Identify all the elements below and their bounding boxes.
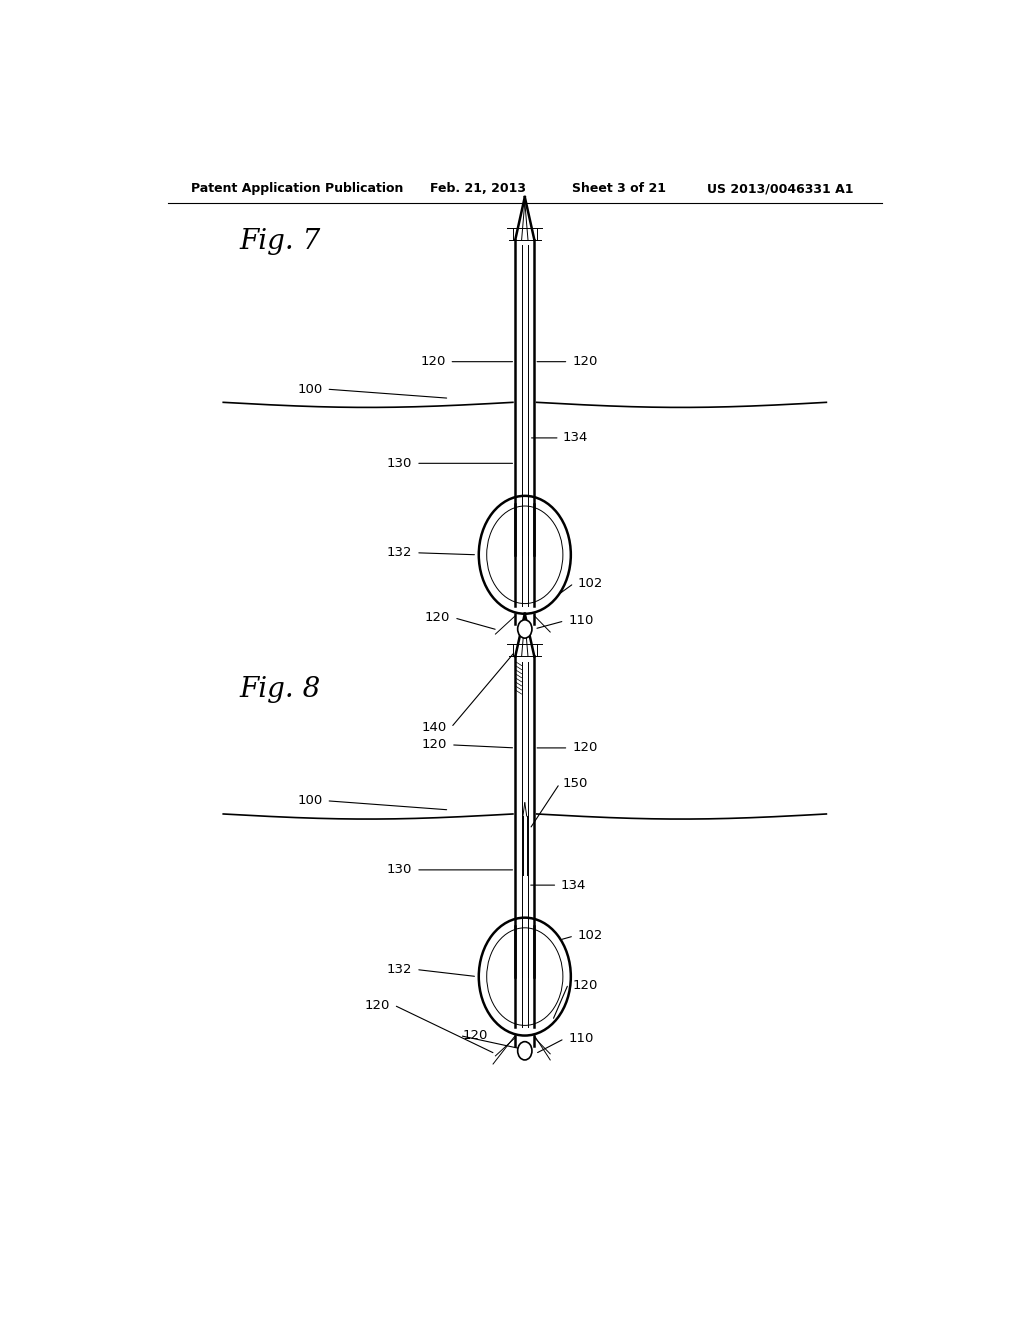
Text: 120: 120 (572, 742, 598, 755)
Text: 134: 134 (560, 879, 586, 891)
Text: 132: 132 (387, 546, 412, 560)
Text: Sheet 3 of 21: Sheet 3 of 21 (572, 182, 667, 195)
Text: 110: 110 (568, 614, 594, 627)
Text: 130: 130 (387, 457, 412, 470)
Text: Fig. 8: Fig. 8 (240, 676, 321, 704)
Text: 110: 110 (568, 1032, 594, 1045)
Text: 140: 140 (422, 721, 447, 734)
Text: 120: 120 (365, 998, 390, 1011)
Text: 120: 120 (422, 738, 447, 751)
Text: 130: 130 (387, 863, 412, 876)
Text: 120: 120 (572, 979, 598, 993)
Text: 100: 100 (297, 383, 323, 396)
Text: 150: 150 (563, 777, 588, 789)
Text: Patent Application Publication: Patent Application Publication (191, 182, 403, 195)
Text: 102: 102 (578, 577, 603, 590)
Text: 132: 132 (387, 964, 412, 975)
Text: US 2013/0046331 A1: US 2013/0046331 A1 (708, 182, 854, 195)
Text: 102: 102 (578, 929, 603, 942)
Text: Fig. 7: Fig. 7 (240, 228, 321, 255)
Circle shape (486, 928, 563, 1026)
Circle shape (518, 1041, 531, 1060)
Text: Feb. 21, 2013: Feb. 21, 2013 (430, 182, 525, 195)
Text: 100: 100 (297, 795, 323, 808)
Circle shape (518, 620, 531, 638)
Text: 120: 120 (572, 355, 598, 368)
Text: 120: 120 (420, 355, 445, 368)
Text: 120: 120 (463, 1030, 488, 1041)
Text: 134: 134 (563, 432, 588, 445)
Text: 120: 120 (425, 611, 451, 624)
Circle shape (486, 506, 563, 603)
